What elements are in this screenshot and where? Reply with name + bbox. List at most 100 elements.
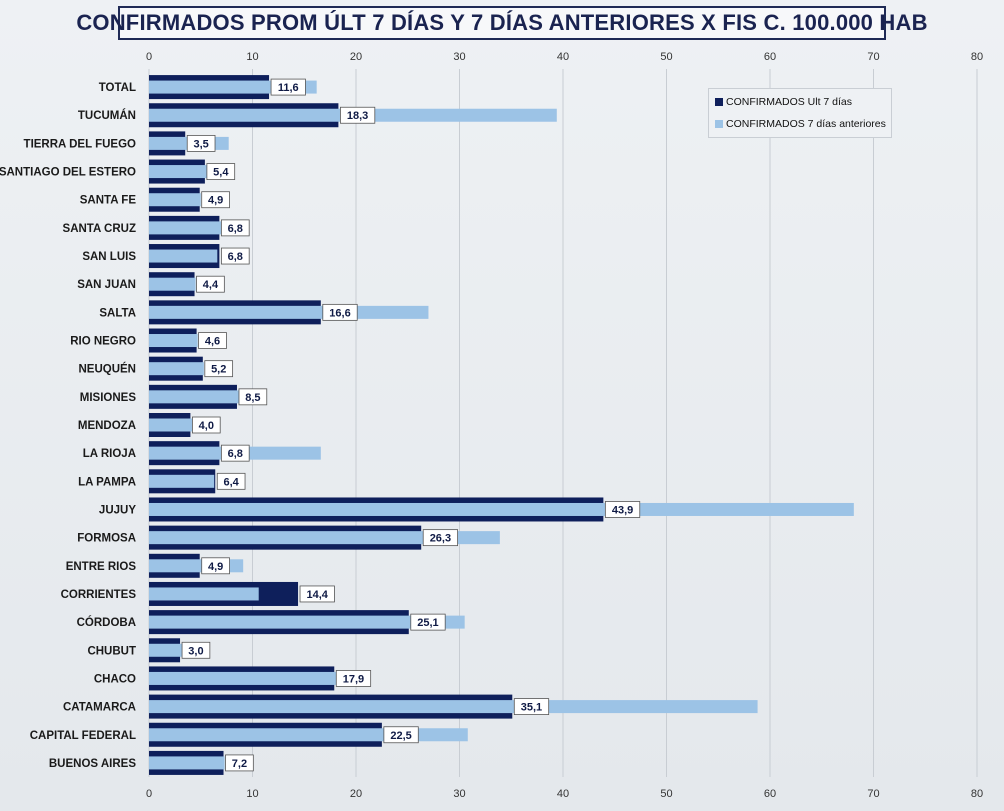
legend-swatch-current xyxy=(715,98,723,106)
data-label: 5,4 xyxy=(213,167,229,179)
data-label-box xyxy=(216,472,246,490)
x-tick-label-bottom: 50 xyxy=(660,788,672,800)
data-label: 4,0 xyxy=(199,420,214,432)
data-label-box xyxy=(270,78,306,96)
bar-previous xyxy=(149,277,196,291)
data-label: 6,8 xyxy=(228,223,243,235)
data-label-box xyxy=(225,754,254,772)
legend-swatch-previous xyxy=(715,120,723,128)
data-label-box xyxy=(201,191,230,209)
x-tick-label-bottom: 60 xyxy=(764,788,776,800)
x-tick-label-bottom: 80 xyxy=(971,788,983,800)
legend-item-current: CONFIRMADOS Ult 7 días xyxy=(715,96,852,108)
data-label: 26,3 xyxy=(430,533,451,545)
chart-title: CONFIRMADOS PROM ÚLT 7 DÍAS Y 7 DÍAS ANT… xyxy=(76,10,928,35)
bar-previous xyxy=(149,474,215,488)
data-label: 6,4 xyxy=(223,476,239,488)
data-label-box xyxy=(410,613,446,631)
data-label: 4,9 xyxy=(208,561,223,573)
category-label: LA RIOJA xyxy=(83,448,136,460)
category-label: MENDOZA xyxy=(78,420,136,432)
category-label: CAPITAL FEDERAL xyxy=(30,730,136,742)
x-tick-label-bottom: 0 xyxy=(146,788,152,800)
category-label: MISIONES xyxy=(80,392,137,404)
data-label-box xyxy=(220,247,250,265)
x-tick-label-top: 50 xyxy=(660,51,672,63)
data-label-box xyxy=(340,106,376,124)
data-label: 6,8 xyxy=(228,448,243,460)
category-label: TUCUMÁN xyxy=(78,109,136,122)
legend-item-previous: CONFIRMADOS 7 días anteriores xyxy=(715,118,886,130)
bar-previous xyxy=(149,728,468,742)
data-label: 43,9 xyxy=(612,504,633,516)
category-label: CHUBUT xyxy=(87,645,136,657)
x-tick-label-top: 60 xyxy=(764,51,776,63)
x-tick-label-top: 0 xyxy=(146,51,152,63)
x-tick-label-top: 80 xyxy=(971,51,983,63)
data-label-box xyxy=(220,219,250,237)
data-label: 14,4 xyxy=(307,589,329,601)
data-label: 3,5 xyxy=(193,138,208,150)
data-label: 11,6 xyxy=(278,82,299,94)
category-label: SANTA FE xyxy=(80,195,137,207)
data-label: 35,1 xyxy=(521,702,542,714)
data-label-box xyxy=(201,557,230,575)
category-label: RIO NEGRO xyxy=(70,336,136,348)
data-label-box xyxy=(198,332,227,349)
x-tick-label-top: 70 xyxy=(867,51,879,63)
bar-previous xyxy=(149,671,338,685)
data-label: 6,8 xyxy=(228,251,243,263)
x-tick-label-bottom: 20 xyxy=(350,788,362,800)
bar-previous xyxy=(149,390,241,404)
x-tick-label-top: 40 xyxy=(557,51,569,63)
category-label: CÓRDOBA xyxy=(77,616,136,629)
category-label: TOTAL xyxy=(99,82,136,94)
data-label: 4,6 xyxy=(205,336,220,348)
x-tick-label-bottom: 10 xyxy=(246,788,258,800)
data-label-box xyxy=(422,529,459,547)
category-label: NEUQUÉN xyxy=(78,363,136,376)
x-tick-label-top: 30 xyxy=(453,51,465,63)
category-label: SANTIAGO DEL ESTERO xyxy=(0,167,136,179)
category-label: SAN LUIS xyxy=(82,251,136,263)
bar-previous xyxy=(149,615,465,629)
legend-label-previous: CONFIRMADOS 7 días anteriores xyxy=(726,118,886,130)
category-label: TIERRA DEL FUEGO xyxy=(24,138,137,150)
legend-label-current: CONFIRMADOS Ult 7 días xyxy=(726,96,853,108)
x-tick-label-top: 20 xyxy=(350,51,362,63)
data-label: 22,5 xyxy=(390,730,411,742)
category-label: FORMOSA xyxy=(77,533,136,545)
bar-previous xyxy=(149,418,193,432)
data-label-box xyxy=(513,698,550,715)
data-label-box xyxy=(196,275,225,293)
bar-previous xyxy=(149,756,225,770)
category-label: SAN JUAN xyxy=(77,279,136,291)
data-label: 8,5 xyxy=(245,392,260,404)
data-label-box xyxy=(181,641,211,659)
data-label-box xyxy=(383,726,419,744)
data-label-box xyxy=(220,444,250,462)
data-label-box xyxy=(204,360,234,378)
data-label: 5,2 xyxy=(211,364,226,376)
category-label: BUENOS AIRES xyxy=(49,758,136,770)
x-tick-label-bottom: 30 xyxy=(453,788,465,800)
legend: CONFIRMADOS Ult 7 días CONFIRMADOS 7 día… xyxy=(708,88,892,138)
bar-previous xyxy=(149,362,204,376)
data-label-box xyxy=(186,134,216,152)
data-label: 4,4 xyxy=(203,279,219,291)
bar-previous xyxy=(149,643,183,657)
data-label-box xyxy=(299,585,335,603)
data-label-box xyxy=(604,501,641,518)
data-label: 16,6 xyxy=(329,307,350,319)
category-label: ENTRE RIOS xyxy=(66,561,137,573)
category-label: SALTA xyxy=(99,307,136,319)
category-label: CHACO xyxy=(94,673,136,685)
category-label: CATAMARCA xyxy=(63,702,136,714)
data-label-box xyxy=(322,303,358,321)
data-label: 7,2 xyxy=(232,758,247,770)
data-label: 18,3 xyxy=(347,110,368,122)
category-label: SANTA CRUZ xyxy=(63,223,136,235)
bar-previous xyxy=(149,334,198,348)
data-label-box xyxy=(191,416,221,434)
